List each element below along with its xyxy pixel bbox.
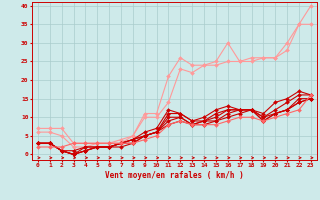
X-axis label: Vent moyen/en rafales ( km/h ): Vent moyen/en rafales ( km/h ) <box>105 171 244 180</box>
